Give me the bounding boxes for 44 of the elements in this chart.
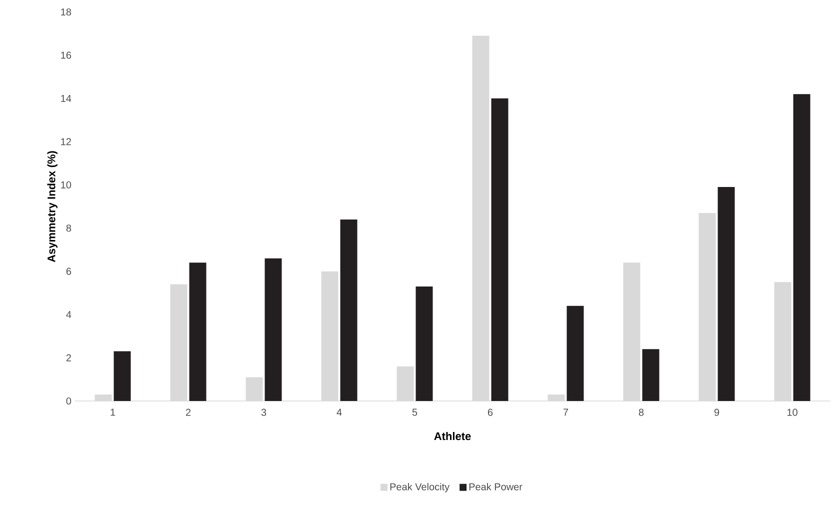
bar bbox=[698, 212, 716, 401]
x-tick-label: 5 bbox=[412, 408, 418, 416]
x-tick-label: 10 bbox=[787, 408, 798, 416]
bar bbox=[189, 262, 206, 401]
bar bbox=[340, 219, 358, 401]
bar bbox=[774, 282, 792, 401]
bar bbox=[170, 284, 188, 401]
bar bbox=[623, 262, 640, 401]
x-tick-label: 3 bbox=[261, 408, 266, 416]
y-tick-label: 10 bbox=[61, 181, 72, 188]
x-tick-label: 2 bbox=[186, 408, 191, 416]
y-tick-label: 4 bbox=[66, 311, 72, 318]
y-tick-label: 16 bbox=[61, 52, 72, 59]
y-tick-label: 12 bbox=[61, 138, 71, 146]
bar bbox=[566, 306, 584, 401]
y-tick-label: 18 bbox=[61, 8, 72, 16]
bar bbox=[264, 258, 282, 401]
bar bbox=[472, 36, 490, 401]
y-tick-label: 14 bbox=[61, 94, 72, 102]
x-tick-label: 4 bbox=[336, 408, 342, 416]
legend-label: Peak Velocity bbox=[390, 482, 450, 492]
bar bbox=[416, 286, 433, 401]
bar bbox=[548, 394, 565, 401]
bar bbox=[491, 98, 508, 401]
bar bbox=[94, 394, 112, 401]
y-axis-title: Asymmetry Index (%) bbox=[47, 151, 58, 262]
x-tick-label: 1 bbox=[110, 408, 116, 416]
y-tick-label: 6 bbox=[66, 268, 72, 275]
x-tick-label: 7 bbox=[563, 408, 568, 416]
x-axis-title: Athlete bbox=[434, 432, 471, 440]
bar bbox=[321, 271, 338, 401]
bar bbox=[642, 349, 660, 401]
x-tick-label: 9 bbox=[714, 408, 720, 416]
y-tick-label: 8 bbox=[66, 224, 72, 232]
bar bbox=[718, 187, 735, 401]
bar bbox=[396, 366, 414, 401]
legend-label: Peak Power bbox=[469, 482, 522, 490]
x-tick-label: 6 bbox=[488, 408, 493, 416]
x-tick-label: 8 bbox=[638, 408, 644, 416]
bar bbox=[246, 377, 263, 401]
y-tick-label: 2 bbox=[66, 354, 71, 362]
y-tick-label: 0 bbox=[66, 397, 72, 405]
bar bbox=[793, 94, 810, 401]
bar bbox=[114, 351, 131, 401]
